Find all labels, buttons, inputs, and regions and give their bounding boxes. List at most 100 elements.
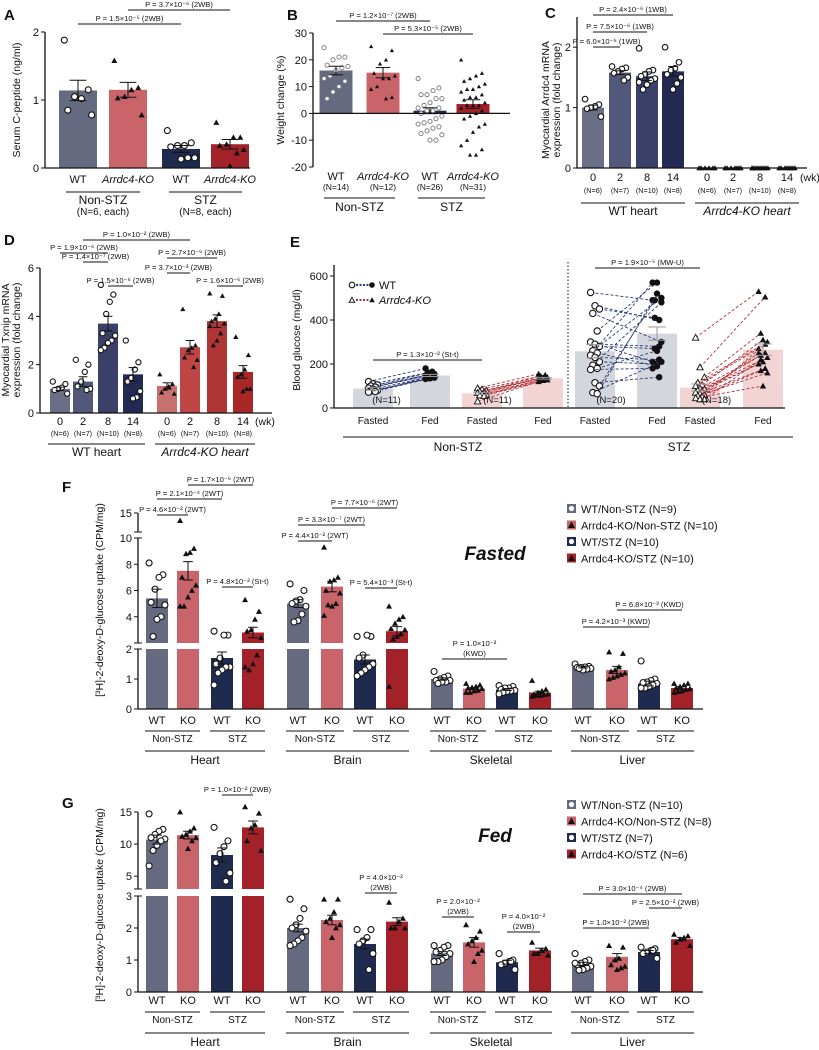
x-tick-label: 0	[164, 416, 170, 428]
y-tick-label: 0	[322, 403, 328, 415]
x-tick-label: WT	[148, 715, 165, 727]
x-tick-label: Arrdc4-KO	[356, 171, 409, 183]
p-value-label: P = 1.0×10⁻²	[453, 639, 497, 648]
data-point-triangle	[321, 896, 328, 902]
data-point-circle	[433, 96, 439, 102]
legend-label: Arrdc4-KO	[378, 295, 431, 307]
data-point-triangle	[182, 354, 188, 360]
x-tick-label: KO	[389, 715, 405, 727]
legend-label: Arrdc4-KO/STZ (N=6)	[581, 850, 688, 862]
data-point-circle	[608, 63, 616, 70]
x-tick-label: 2	[730, 172, 736, 184]
subgroup-label: STZ	[228, 1015, 247, 1026]
bar-group	[743, 349, 783, 408]
p-value-label: P = 2.4×10⁻⁶ (1WB)	[599, 5, 667, 14]
bar	[242, 827, 264, 889]
data-point-circle	[436, 124, 442, 130]
bar	[529, 950, 551, 992]
data-point-triangle	[401, 626, 408, 633]
x-tick-label: KO	[609, 995, 625, 1007]
p-value-label: P = 4.2×10⁻³ (KWD)	[582, 617, 651, 626]
data-point-triangle	[138, 111, 145, 118]
paired-line	[484, 377, 544, 394]
data-point-triangle	[245, 352, 251, 358]
data-point-triangle	[544, 691, 551, 697]
data-point-circle	[321, 76, 327, 82]
data-point-triangle	[471, 688, 477, 694]
data-point-triangle	[755, 360, 762, 367]
data-point-triangle	[463, 680, 470, 686]
data-point-circle	[595, 358, 604, 366]
data-point-circle	[110, 291, 117, 298]
data-point-circle	[153, 615, 161, 623]
panel-letter-e: E	[290, 234, 300, 251]
p-value-label: P = 2.7×10⁻⁶ (2WB)	[158, 248, 226, 257]
y-axis-label: Serum C-peptide (ng/ml)	[11, 43, 23, 158]
x-tick-label: Arrdc4-KO	[446, 171, 499, 183]
p-value-label: P = 1.0×10⁻² (2WB)	[204, 785, 272, 794]
data-point-filled-circle	[653, 290, 661, 297]
data-point-triangle	[482, 81, 487, 86]
panel-c: Myocardial Arrdc4 mRNA expression (fold c…	[540, 5, 819, 218]
x-tick-label: Fasted	[467, 416, 498, 427]
data-point-triangle	[757, 356, 764, 363]
data-point-circle	[511, 966, 519, 974]
p-value-label: P = 5.3×10⁻⁵ (2WB)	[394, 24, 462, 33]
panel-e: Blood glucose (mg/dl) (N=11) (N=11) (N=20) (…	[291, 258, 793, 454]
data-point-open-triangle	[348, 296, 356, 303]
bar-group	[207, 321, 227, 413]
data-point-circle	[436, 105, 442, 111]
data-point-circle	[637, 657, 645, 665]
data-point-circle	[637, 684, 645, 692]
data-point-triangle	[467, 95, 473, 99]
panel-b: Weight change (%) -20 -10 0 10 20 30 WT Arrdc4-K…	[275, 11, 510, 214]
data-point-triangle	[386, 683, 393, 689]
panel-d: Myocardial Txnip mRNA expression (fold ch…	[0, 230, 275, 459]
data-point-triangle	[762, 293, 769, 300]
data-point-triangle	[467, 689, 474, 695]
data-point-circle	[155, 573, 163, 581]
data-point-triangle	[479, 92, 485, 97]
data-point-circle	[88, 111, 96, 119]
data-point-triangle	[371, 71, 377, 75]
p-value-label: P = 1.0×10⁻² (2WB)	[103, 230, 171, 239]
x-tick-label: WT	[289, 715, 306, 727]
n-label: (N=6)	[698, 186, 716, 195]
y-tick-label: 600	[310, 271, 328, 283]
data-point-triangle	[395, 616, 402, 622]
legend-label: Arrdc4-KO/STZ (N=10)	[581, 554, 694, 566]
data-point-circle	[430, 125, 436, 131]
p-value-label: P = 7.7×10⁻⁶ (2WT)	[331, 498, 399, 507]
bar	[582, 107, 604, 168]
data-point-circle	[147, 598, 155, 606]
data-point-triangle	[392, 620, 399, 626]
data-point-triangle	[332, 925, 339, 931]
paired-line	[481, 374, 546, 390]
data-point-circle	[210, 681, 218, 689]
data-point-circle	[635, 45, 643, 52]
p-value-label: P = 1.2×10⁻⁷ (2WB)	[349, 11, 417, 20]
data-point-triangle	[764, 354, 771, 360]
y-tick-label: 15	[120, 807, 132, 819]
data-point-triangle	[392, 73, 397, 78]
x-tick-label: 2	[187, 416, 193, 428]
data-point-triangle	[332, 600, 339, 607]
data-point-triangle	[614, 673, 620, 679]
y-tick-label: 10	[295, 82, 307, 94]
group-label: STZ	[194, 193, 217, 207]
bar	[207, 321, 227, 413]
y-tick-label: 2	[126, 923, 132, 935]
data-point-triangle	[244, 837, 251, 844]
data-point-circle	[433, 116, 439, 122]
data-point-triangle	[114, 94, 121, 101]
subgroup-label: STZ	[514, 1015, 533, 1026]
data-point-triangle	[210, 342, 216, 348]
bar	[572, 667, 594, 709]
y-tick-label: 30	[295, 28, 307, 40]
data-point-circle	[64, 390, 71, 397]
bar	[638, 952, 660, 992]
data-point-circle	[302, 602, 310, 610]
x-tick-label: Arrdc4-KO	[101, 174, 154, 186]
data-point-circle	[497, 961, 505, 969]
